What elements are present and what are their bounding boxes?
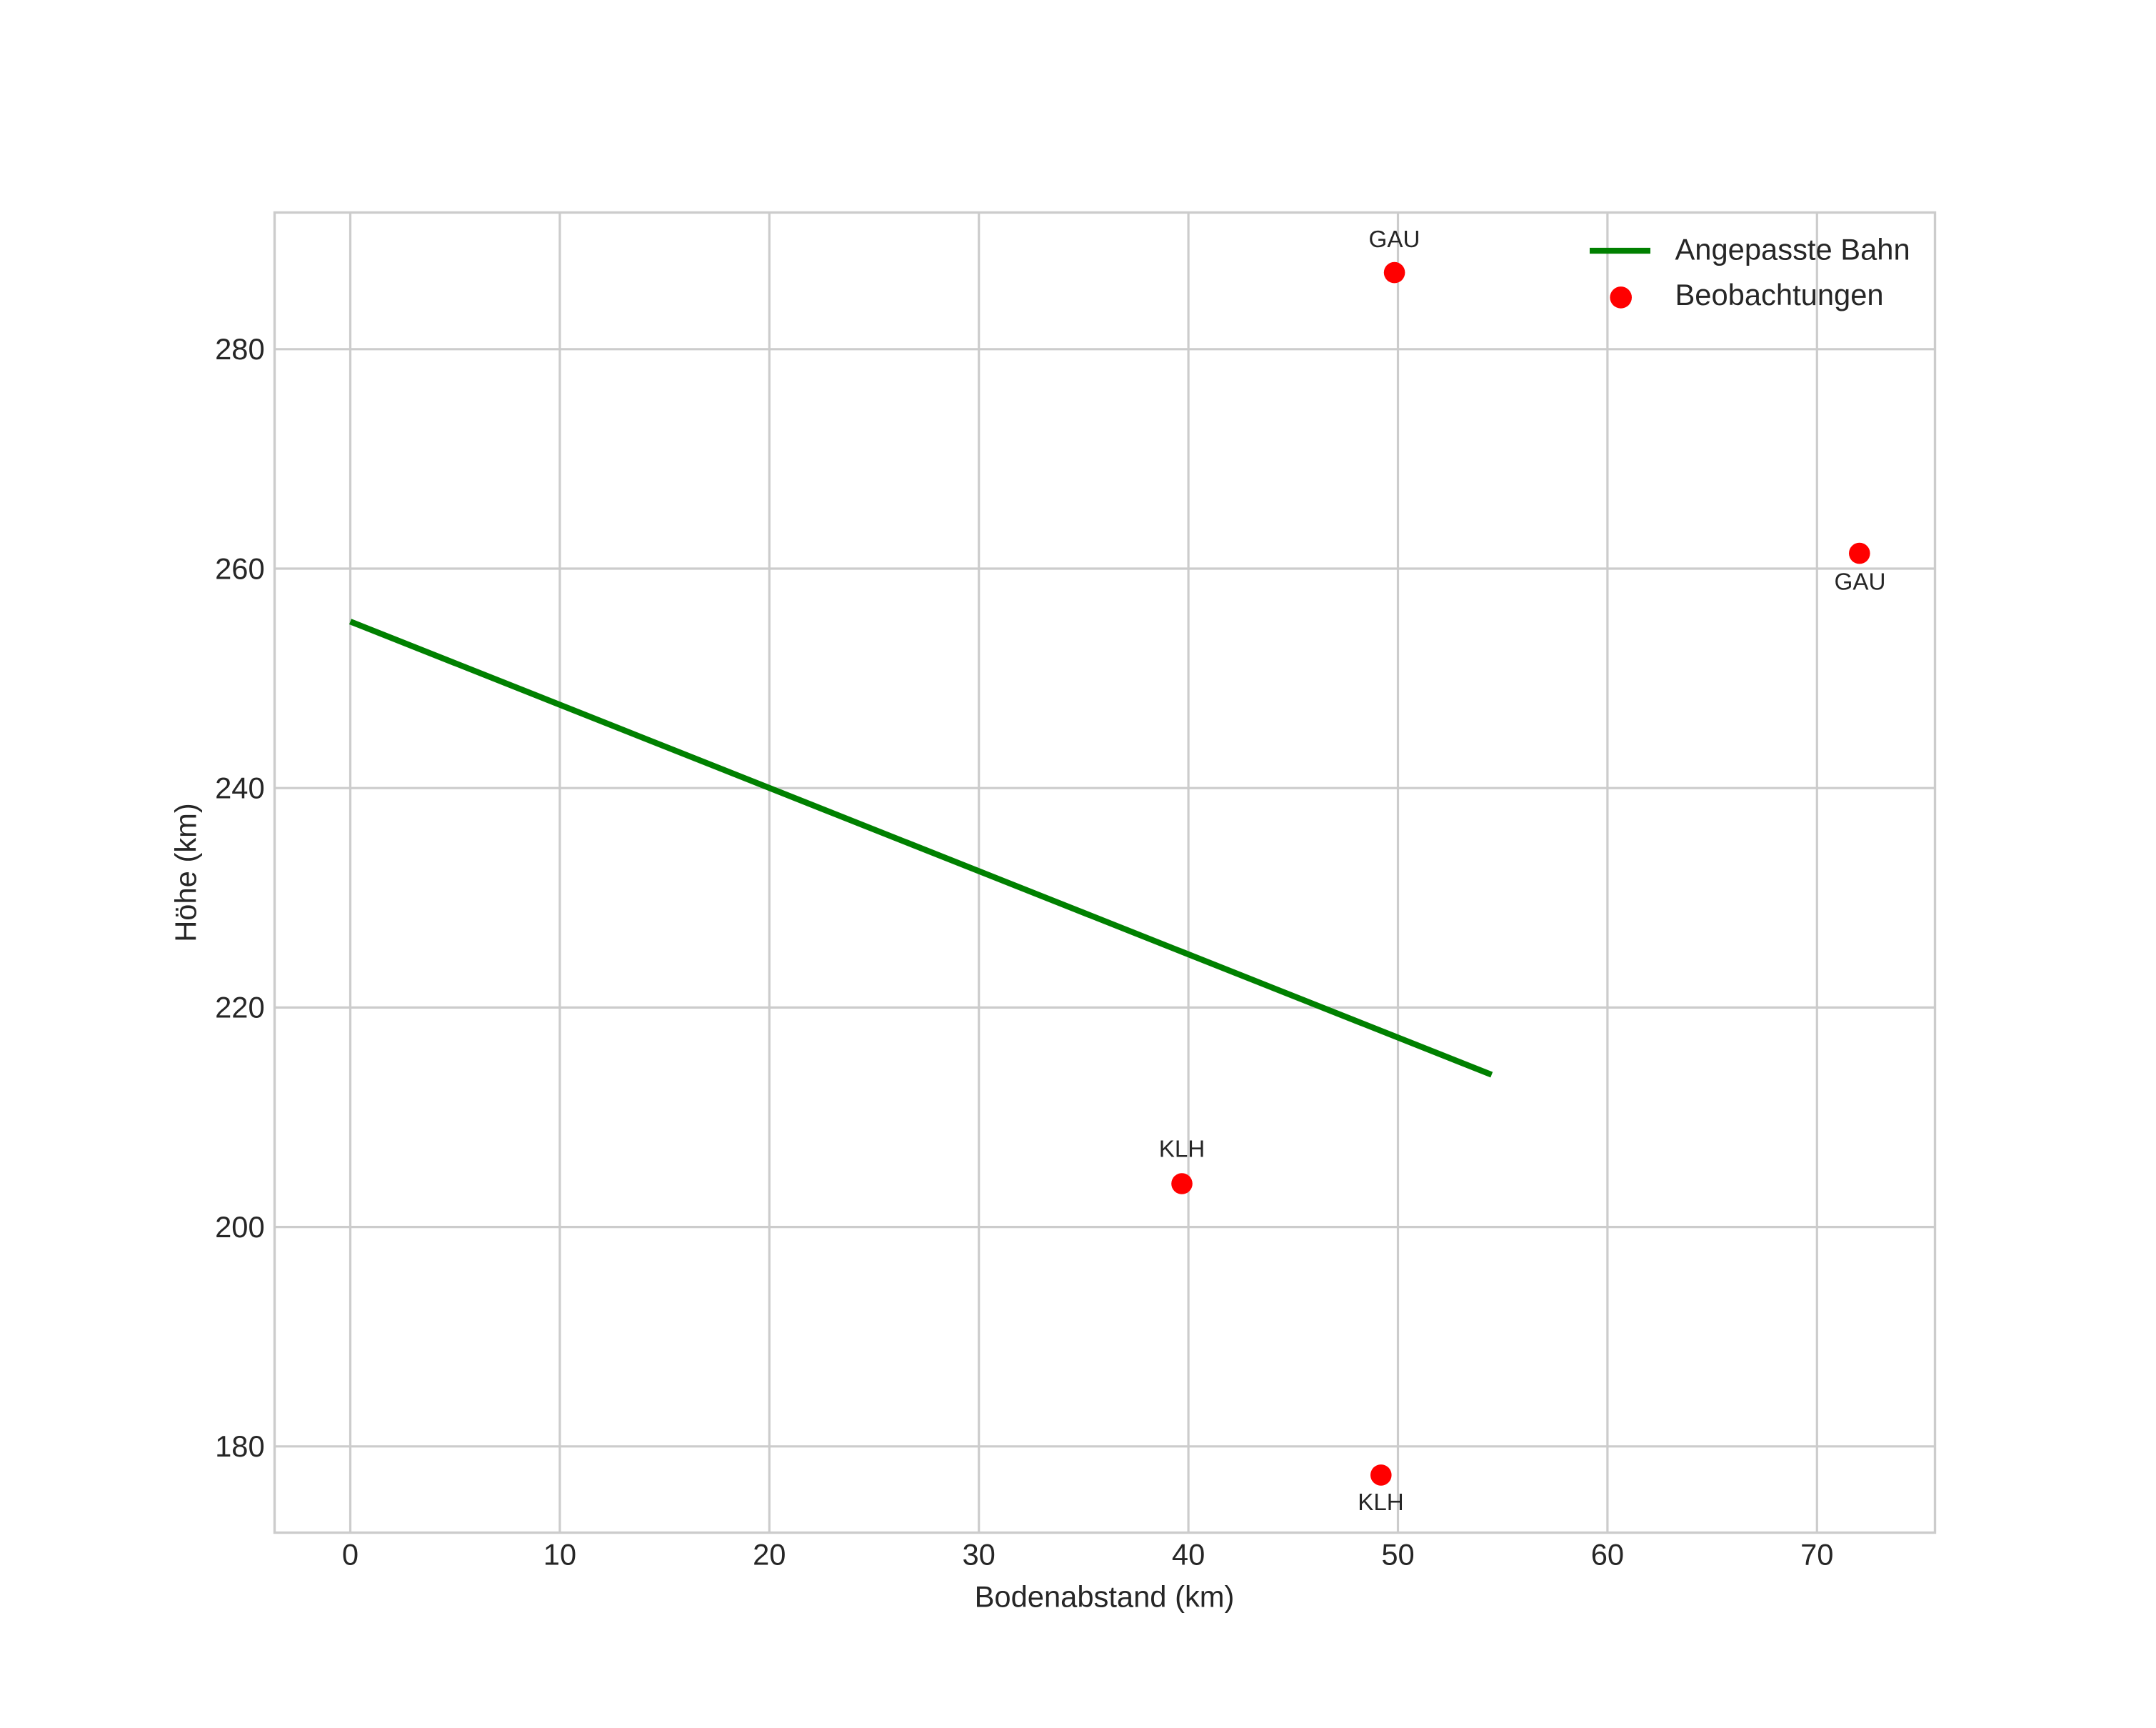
svg-text:10: 10 — [543, 1538, 576, 1572]
svg-text:GAU: GAU — [1835, 569, 1886, 596]
svg-text:Höhe (km): Höhe (km) — [169, 803, 203, 942]
svg-text:220: 220 — [215, 991, 265, 1024]
svg-text:Bodenabstand (km): Bodenabstand (km) — [975, 1580, 1235, 1614]
svg-text:60: 60 — [1591, 1538, 1624, 1572]
svg-text:180: 180 — [215, 1429, 265, 1463]
svg-text:GAU: GAU — [1369, 226, 1420, 253]
svg-text:40: 40 — [1172, 1538, 1205, 1572]
svg-text:260: 260 — [215, 551, 265, 585]
svg-text:50: 50 — [1381, 1538, 1414, 1572]
svg-text:Angepasste Bahn: Angepasste Bahn — [1675, 233, 1910, 266]
svg-text:0: 0 — [342, 1538, 359, 1572]
svg-text:20: 20 — [753, 1538, 786, 1572]
svg-text:KLH: KLH — [1159, 1136, 1205, 1162]
svg-text:KLH: KLH — [1358, 1489, 1404, 1516]
svg-text:Beobachtungen: Beobachtungen — [1675, 278, 1884, 311]
svg-text:280: 280 — [215, 332, 265, 366]
svg-text:200: 200 — [215, 1210, 265, 1244]
svg-text:30: 30 — [963, 1538, 996, 1572]
svg-text:240: 240 — [215, 771, 265, 805]
svg-text:70: 70 — [1800, 1538, 1833, 1572]
